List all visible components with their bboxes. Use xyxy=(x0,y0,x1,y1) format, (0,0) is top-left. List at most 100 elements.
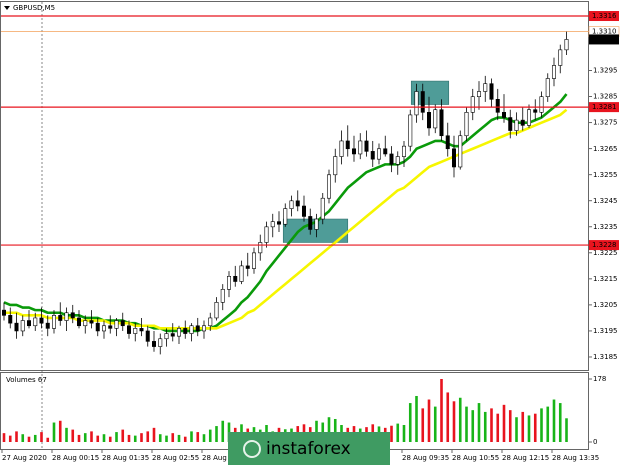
volume-bar xyxy=(333,418,337,442)
x-tick-label: 28 Aug 09:35 xyxy=(402,454,449,462)
volume-bar xyxy=(52,422,56,442)
volume-bar xyxy=(15,431,18,442)
volume-bar xyxy=(421,408,425,442)
candle-body xyxy=(183,328,188,334)
candle-body xyxy=(564,39,569,51)
last-price-label: 1.3307 xyxy=(592,35,617,43)
volume-bar xyxy=(552,399,556,442)
volume-bar xyxy=(452,401,456,442)
candle-body xyxy=(202,325,207,332)
volume-bar xyxy=(202,434,206,442)
level-label: 1.3281 xyxy=(592,103,617,111)
candle-body xyxy=(264,226,269,243)
candle-body xyxy=(177,328,182,337)
volume-bar xyxy=(121,429,125,442)
volume-bar xyxy=(190,431,193,442)
volume-bar xyxy=(177,434,181,442)
candle-body xyxy=(326,174,331,199)
x-tick-label: 28 Aug 13:35 xyxy=(552,454,599,462)
moving-average xyxy=(3,93,568,333)
y-tick-label: 1.3185 xyxy=(593,353,618,361)
volume-bar xyxy=(215,426,218,442)
candle-body xyxy=(414,91,419,116)
candle-body xyxy=(8,315,13,324)
volume-bar xyxy=(152,427,156,442)
y-tick-label: 1.3215 xyxy=(593,275,618,283)
watermark-box xyxy=(228,432,390,465)
x-tick-label: 28 Aug 12:15 xyxy=(502,454,549,462)
candle-body xyxy=(89,320,94,324)
ask-label: 1.3310 xyxy=(592,28,617,36)
candle-body xyxy=(383,148,388,155)
volume-bar xyxy=(33,434,37,442)
candle-body xyxy=(33,317,38,327)
volume-bar xyxy=(527,415,531,442)
volume-bar xyxy=(446,392,450,442)
candle-body xyxy=(308,216,313,230)
candle-body xyxy=(220,289,225,303)
candle-body xyxy=(233,275,238,282)
candle-body xyxy=(289,200,294,209)
candle-body xyxy=(208,317,213,327)
candle-body xyxy=(39,317,44,324)
candle-body xyxy=(45,322,50,329)
candle-body xyxy=(102,325,107,332)
watermark: instaforex xyxy=(228,432,390,465)
price-panel xyxy=(0,1,589,371)
candle-body xyxy=(301,205,306,217)
y-tick-label: 1.3235 xyxy=(593,223,618,231)
candle-body xyxy=(501,112,506,118)
volume-tick-label: 0 xyxy=(593,438,597,446)
candle-body xyxy=(345,140,350,150)
volume-bar xyxy=(77,434,81,442)
volume-bar xyxy=(27,436,31,442)
candle-body xyxy=(483,83,488,92)
candle-body xyxy=(458,135,463,168)
candle-body xyxy=(139,328,144,332)
candle-body xyxy=(158,338,163,347)
volume-bar xyxy=(183,436,187,442)
candle-body xyxy=(433,109,438,129)
candle-body xyxy=(370,151,375,160)
x-tick-label: 28 Aug 02:55 xyxy=(152,454,199,462)
volume-bar xyxy=(440,379,443,442)
volume-bar xyxy=(158,434,162,442)
candle-body xyxy=(77,317,82,327)
candle-body xyxy=(20,320,25,332)
volume-bar xyxy=(71,429,75,442)
candle-body xyxy=(439,109,444,137)
volume-bar xyxy=(83,433,87,442)
volume-bar xyxy=(490,408,493,442)
volume-bar xyxy=(477,403,481,442)
chart-title: GBPUSD,M5 xyxy=(13,4,55,12)
candle-body xyxy=(152,341,157,347)
candle-body xyxy=(533,109,538,113)
candle-body xyxy=(558,49,563,66)
candle-body xyxy=(145,330,150,342)
volume-bar xyxy=(146,431,150,442)
volume-bar xyxy=(546,406,550,442)
volume-bar xyxy=(171,433,175,442)
x-tick-label: 28 Aug 00:15 xyxy=(52,454,99,462)
volume-bar xyxy=(558,403,562,442)
candle-body xyxy=(270,221,275,228)
y-tick-label: 1.3225 xyxy=(593,249,618,257)
candle-body xyxy=(26,320,31,327)
candle-body xyxy=(1,309,7,316)
volume-bar xyxy=(102,434,106,442)
volume-bar xyxy=(2,433,6,442)
candle-body xyxy=(426,112,431,129)
volume-bar xyxy=(115,432,118,442)
candle-body xyxy=(470,96,475,113)
candle-body xyxy=(133,328,138,334)
candle-body xyxy=(476,91,481,98)
volume-bar xyxy=(140,433,143,442)
volume-bar xyxy=(415,395,418,442)
candle-body xyxy=(58,315,63,321)
watermark-text: instaforex xyxy=(266,439,351,459)
candle-body xyxy=(51,315,56,329)
candle-body xyxy=(376,148,381,160)
candle-body xyxy=(495,99,500,113)
volume-bar xyxy=(108,436,112,442)
